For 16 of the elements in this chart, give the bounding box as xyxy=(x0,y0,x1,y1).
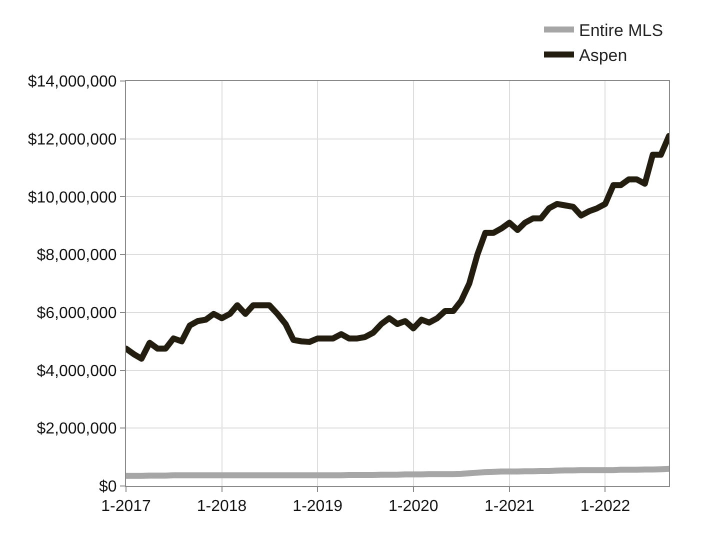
y-tick-label: $6,000,000 xyxy=(36,305,117,322)
y-tick-label: $12,000,000 xyxy=(28,131,117,148)
y-tick-label: $14,000,000 xyxy=(28,74,117,91)
legend-label: Entire MLS xyxy=(579,21,664,40)
x-tick-label: 1-2021 xyxy=(484,498,534,516)
x-tick-label: 1-2020 xyxy=(388,498,438,516)
legend-label: Aspen xyxy=(579,46,628,66)
x-tick-label: 1-2019 xyxy=(292,498,343,516)
y-tick-label: $4,000,000 xyxy=(36,362,117,380)
x-tick-label: 1-2018 xyxy=(196,498,247,516)
x-tick-label: 1-2017 xyxy=(101,498,152,516)
y-tick-label: $2,000,000 xyxy=(36,420,117,438)
y-tick-label: $10,000,000 xyxy=(28,189,117,206)
y-tick-label: $0 xyxy=(99,478,117,496)
x-tick-label: 1-2022 xyxy=(580,498,630,516)
y-tick-label: $8,000,000 xyxy=(36,247,117,264)
